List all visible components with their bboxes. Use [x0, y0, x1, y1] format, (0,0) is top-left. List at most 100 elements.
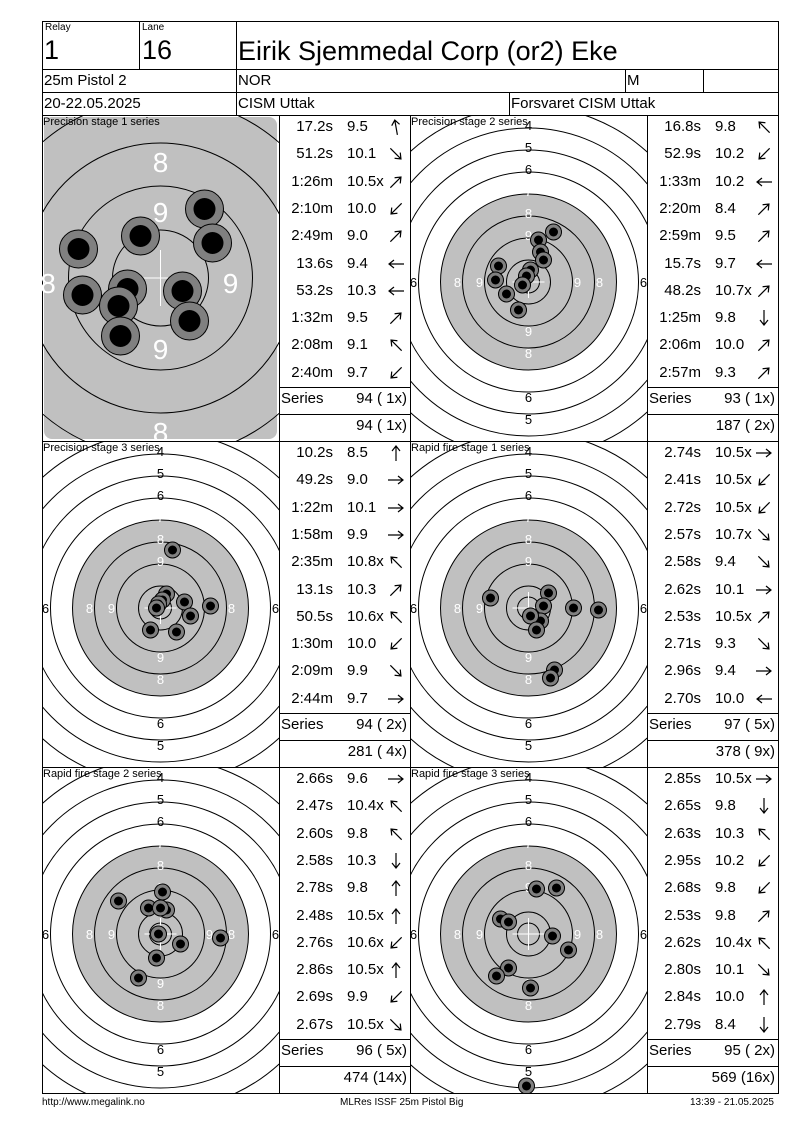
direction-arrow-icon [758, 148, 771, 160]
ring-number: 8 [86, 601, 93, 616]
shot-score: 9.8 [347, 879, 368, 897]
direction-arrow-icon [390, 556, 403, 569]
target-ring [410, 127, 647, 437]
series-total-label: Series [281, 716, 324, 733]
direction-arrow-icon [388, 694, 404, 704]
ring-number: 8 [157, 672, 164, 687]
target-ring [410, 475, 647, 741]
direction-arrow-icon [388, 286, 404, 296]
target-ring [410, 149, 647, 415]
direction-arrow-icon [390, 936, 403, 949]
shot-hole [548, 879, 565, 897]
ring-number: 5 [525, 466, 532, 481]
series-total: 96 ( 5x) [356, 1042, 407, 1059]
header-divider [625, 69, 626, 92]
ring-number: 7 [525, 1020, 532, 1035]
shot-time: 2.53s [664, 906, 701, 924]
series-total: 93 ( 1x) [724, 390, 775, 407]
shot-time: 2.80s [664, 961, 701, 979]
direction-arrow-icon [758, 854, 771, 867]
shot-direction [385, 690, 407, 708]
shot-score: 10.4x [347, 797, 384, 815]
shot-time: 2:49m [291, 227, 333, 245]
direction-arrow-icon [757, 909, 770, 922]
series-total: 94 ( 1x) [356, 390, 407, 407]
shot-direction [385, 852, 407, 870]
ring-number: 9 [476, 927, 483, 942]
shot-direction [385, 526, 407, 544]
direction-arrow-icon [758, 882, 771, 894]
column-divider [410, 115, 411, 1094]
shot-time: 1:32m [291, 309, 333, 327]
series-divider [279, 713, 410, 714]
ring-number: 4 [525, 118, 532, 133]
ring-number: 8 [596, 927, 603, 942]
shot-direction [753, 961, 775, 979]
target-ring [418, 171, 639, 393]
shot-score: 9.5 [347, 309, 368, 327]
shot-direction [753, 309, 775, 327]
shot-score: 9.3 [715, 635, 736, 653]
shot-time: 2:57m [659, 363, 701, 381]
series-total-label: Series [281, 390, 324, 407]
target-ring [440, 519, 617, 697]
ring-number: 8 [42, 268, 56, 299]
ring-number: 8 [157, 858, 164, 873]
direction-arrow-icon [390, 827, 403, 840]
shot-direction [753, 118, 775, 136]
shot-direction [385, 907, 407, 925]
target-ring [72, 519, 249, 697]
shot-hole [560, 941, 577, 959]
shot-score: 10.5x [715, 770, 752, 787]
footer-url[interactable]: http://www.megalink.no [42, 1097, 145, 1108]
shot-score: 9.8 [715, 879, 736, 897]
header-divider [703, 69, 704, 92]
ring-number: 5 [157, 792, 164, 807]
shot-direction [753, 255, 775, 273]
shot-time: 2:06m [659, 336, 701, 354]
series-divider [647, 713, 778, 714]
ring-number: 6 [525, 1042, 532, 1057]
shot-time: 2.84s [664, 988, 701, 1006]
shot-hole [154, 883, 171, 901]
shot-time: 2:59m [659, 227, 701, 245]
series-divider [647, 740, 778, 741]
ring-number: 8 [596, 275, 603, 290]
shot-time: 49.2s [296, 471, 333, 489]
event-name: 25m Pistol 2 [44, 72, 127, 89]
ring-number: 7 [250, 601, 257, 616]
shot-time: 15.7s [664, 254, 701, 272]
centre-cross [512, 918, 545, 950]
shot-score: 10.4x [715, 933, 752, 951]
shot-hole [510, 301, 527, 319]
shot-score: 10.3 [347, 580, 377, 598]
direction-arrow-icon [757, 203, 770, 215]
series-divider [647, 1066, 778, 1067]
ring-number: 5 [157, 1064, 164, 1079]
shot-direction [753, 770, 775, 788]
shot-score: 9.4 [715, 553, 736, 571]
shot-score: 10.2 [715, 172, 745, 190]
series-divider [279, 1066, 410, 1067]
shot-direction [385, 934, 407, 952]
shot-time: 2.71s [664, 635, 701, 653]
ring-number: 8 [157, 532, 164, 547]
shot-hole [500, 913, 517, 931]
direction-arrow-icon [389, 583, 402, 596]
direction-arrow-icon [757, 339, 770, 352]
direction-arrow-icon [756, 259, 772, 268]
shot-score: 10.1 [715, 961, 745, 979]
direction-arrow-icon [757, 556, 770, 568]
ring-number: 6 [42, 601, 49, 616]
direction-arrow-icon [389, 148, 402, 160]
ring-number: 6 [272, 927, 279, 942]
target-ring [72, 845, 249, 1023]
ring-number: 7 [525, 694, 532, 709]
shot-direction [753, 145, 775, 163]
shot-direction [385, 255, 407, 273]
ring-number: 9 [157, 650, 164, 665]
target-ring [410, 453, 647, 763]
